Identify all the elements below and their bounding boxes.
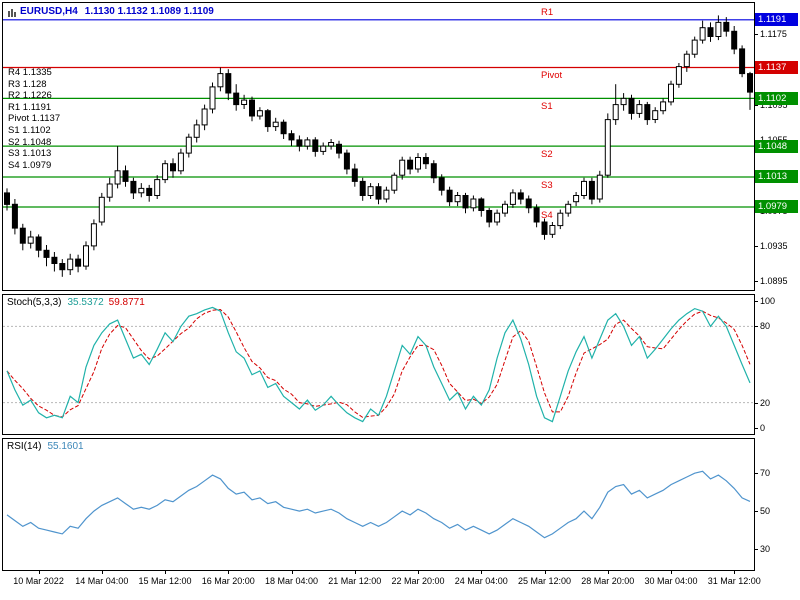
- price-box-s3: 1.1013: [755, 170, 798, 184]
- rsi-name-label: RSI(14): [7, 441, 42, 452]
- stoch-axis-tickmark: [755, 402, 758, 404]
- price-box-s2: 1.1048: [755, 139, 798, 153]
- stochastic-main-value: 35.5372: [67, 297, 104, 308]
- stoch-signal-line: [6, 308, 751, 418]
- time-axis-label: 14 Mar 04:00: [75, 576, 129, 586]
- chart-title: EURUSD,H4 1.1130 1.1132 1.1089 1.1109: [20, 6, 214, 17]
- pivot-list-item: S1 1.1102: [8, 124, 51, 136]
- stoch-axis-tickmark: [755, 428, 758, 429]
- price-axis-tickmark: [755, 104, 758, 106]
- level-label-pivot: Pivot: [541, 70, 563, 82]
- time-axis-label: 16 Mar 20:00: [201, 576, 255, 586]
- rsi-axis-tick-label: 50: [760, 506, 771, 517]
- time-axis-label: 22 Mar 20:00: [391, 576, 445, 586]
- price-chart-panel[interactable]: EURUSD,H4 1.1130 1.1132 1.1089 1.1109 R4 …: [2, 2, 755, 291]
- time-axis-tickmark: [418, 571, 420, 574]
- rsi-line: [6, 470, 751, 539]
- stochastic-canvas[interactable]: [3, 295, 754, 434]
- chart-icon: [8, 8, 17, 17]
- rsi-axis-tickmark: [755, 473, 758, 475]
- level-label-s2: S2: [541, 149, 553, 161]
- stochastic-indicator-panel[interactable]: Stoch(5,3,3) 35.5372 59.8771: [2, 294, 755, 435]
- pivot-list-item: R2 1.1226: [8, 90, 52, 102]
- pivot-list-item: R1 1.1191: [8, 101, 52, 113]
- pivot-list-item: R3 1.128: [8, 78, 47, 90]
- price-box-r1: 1.1191: [755, 13, 798, 27]
- pivot-list-item: S4 1.0979: [8, 159, 52, 171]
- price-axis-tick-label: 1.0935: [760, 240, 788, 251]
- time-axis-tickmark: [481, 571, 483, 574]
- level-label-s3: S3: [541, 179, 553, 191]
- level-label-s1: S1: [541, 101, 553, 113]
- stoch-axis-tick-label: 100: [760, 296, 776, 306]
- time-axis-tickmark: [544, 571, 546, 574]
- time-axis-label: 18 Mar 04:00: [265, 576, 319, 586]
- stochastic-label: Stoch(5,3,3) 35.5372 59.8771: [7, 297, 145, 308]
- time-axis-label: 10 Mar 2022: [13, 576, 64, 586]
- time-axis-tickmark: [607, 571, 609, 574]
- rsi-axis-tick-label: 70: [760, 468, 771, 479]
- time-axis-label: 25 Mar 12:00: [517, 576, 572, 586]
- stoch-axis-tickmark: [755, 326, 758, 328]
- time-axis-tickmark: [165, 571, 167, 574]
- time-axis-label: 21 Mar 12:00: [328, 576, 382, 586]
- time-axis-label: 31 Mar 12:00: [707, 576, 761, 586]
- time-axis-tickmark: [670, 571, 672, 574]
- time-axis-tickmark: [228, 571, 230, 574]
- time-axis-label: 28 Mar 20:00: [581, 576, 635, 586]
- price-box-pivot: 1.1137: [755, 60, 798, 74]
- price-chart-canvas[interactable]: [3, 3, 754, 290]
- price-axis-tickmark: [755, 245, 758, 247]
- time-axis-label: 24 Mar 04:00: [454, 576, 508, 586]
- price-box-s4: 1.0979: [755, 200, 798, 214]
- time-axis-tickmark: [101, 571, 103, 574]
- rsi-axis-tickmark: [755, 511, 758, 513]
- ohlc-values-label: 1.1130 1.1132 1.1089 1.1109: [84, 6, 214, 17]
- stochastic-name-label: Stoch(5,3,3): [7, 297, 62, 308]
- level-label-r1: R1: [541, 6, 554, 18]
- candles-layer: [4, 15, 753, 277]
- stochastic-signal-value: 59.8771: [108, 297, 145, 308]
- pivot-list-item: Pivot 1.1137: [8, 113, 61, 125]
- time-axis-tickmark: [38, 571, 40, 574]
- level-label-s4: S4: [541, 209, 553, 221]
- time-axis-tickmark: [734, 571, 736, 574]
- rsi-scale-axis[interactable]: 70 50 30: [755, 438, 800, 571]
- stoch-axis-tick-label: 0: [760, 423, 766, 433]
- rsi-label: RSI(14) 55.1601: [7, 441, 84, 452]
- time-axis-label: 15 Mar 12:00: [138, 576, 192, 586]
- stoch-axis-tickmark: [755, 301, 758, 302]
- time-axis-tickmark: [354, 571, 356, 574]
- pivot-list-item: S3 1.1013: [8, 148, 52, 160]
- price-axis-tick-label: 1.1175: [760, 28, 787, 39]
- price-scale-axis[interactable]: 1.11751.11351.10951.10551.10151.09751.09…: [755, 2, 800, 291]
- stochastic-scale-axis[interactable]: 100 80 20 0: [755, 294, 800, 435]
- price-axis-tickmark: [755, 281, 758, 283]
- rsi-axis-tickmark: [755, 549, 758, 551]
- rsi-indicator-panel[interactable]: RSI(14) 55.1601: [2, 438, 755, 571]
- rsi-value: 55.1601: [47, 441, 84, 452]
- stoch-main-line: [6, 306, 751, 423]
- rsi-canvas[interactable]: [3, 439, 754, 570]
- time-axis-tickmark: [291, 571, 293, 574]
- rsi-axis-tick-label: 30: [760, 544, 771, 555]
- time-axis[interactable]: 10 Mar 2022 14 Mar 04:00 15 Mar 12:00 16 Ma…: [2, 571, 798, 599]
- stoch-axis-tick-label: 80: [760, 321, 771, 332]
- price-axis-tickmark: [755, 33, 758, 35]
- pivot-list-item: R4 1.1335: [8, 67, 52, 78]
- time-axis-label: 30 Mar 04:00: [644, 576, 698, 586]
- pivot-levels-list: R4 1.1335 R3 1.128 R2 1.1226 R1 1.1191 Pivot…: [8, 67, 60, 171]
- stoch-axis-tick-label: 20: [760, 397, 771, 408]
- price-box-s1: 1.1102: [755, 91, 798, 105]
- symbol-timeframe-label: EURUSD,H4: [20, 6, 78, 17]
- pivot-list-item: S2 1.1048: [8, 136, 52, 148]
- price-axis-tick-label: 1.0895: [760, 276, 788, 287]
